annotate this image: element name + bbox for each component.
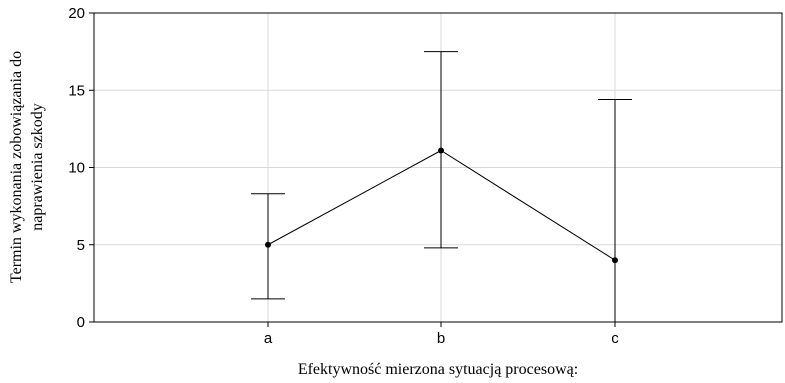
series-group: [251, 51, 632, 323]
data-point: [265, 241, 271, 248]
y-axis-title-line-1: Termin wykonania zobowiązania do: [8, 51, 25, 283]
x-axis-title: Efektywność mierzona sytuacją procesową:: [298, 361, 578, 378]
data-point: [612, 257, 618, 264]
y-axis-title-line-2: naprawienia szkody: [29, 103, 46, 231]
data-point: [438, 147, 444, 154]
x-axis: a b c: [264, 322, 619, 347]
y-tick-label: 0: [77, 314, 85, 331]
y-axis: 0 5 10 15 20: [68, 5, 94, 331]
x-tick-label: b: [437, 330, 445, 347]
x-tick-label: c: [611, 330, 619, 347]
y-tick-label: 5: [77, 237, 85, 254]
y-tick-label: 15: [68, 82, 85, 99]
x-tick-label: a: [264, 330, 273, 347]
grid: [94, 13, 782, 322]
y-tick-label: 10: [68, 160, 85, 177]
y-tick-label: 20: [68, 5, 85, 22]
